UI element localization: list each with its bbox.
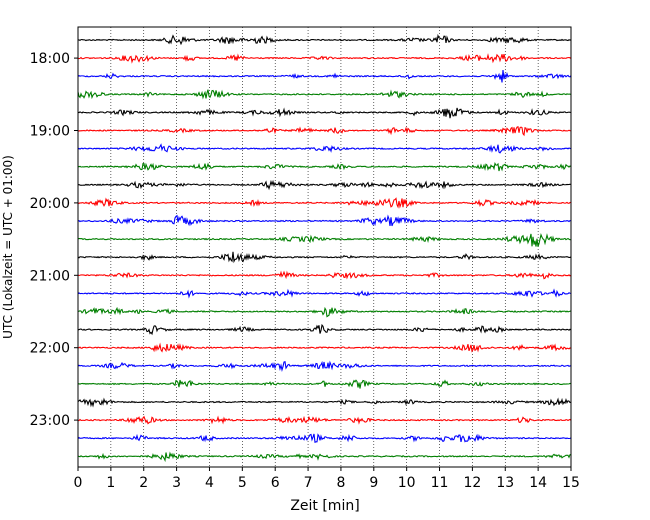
trace-2330 bbox=[77, 451, 572, 463]
x-axis-label: Zeit [min] bbox=[290, 498, 359, 514]
x-tick-label: 15 bbox=[562, 475, 580, 491]
trace-1930 bbox=[77, 162, 572, 172]
x-tick-label: 0 bbox=[74, 475, 83, 491]
x-tick-label: 9 bbox=[369, 475, 378, 491]
x-tick-label: 4 bbox=[205, 475, 214, 491]
y-tick-label: 22:00 bbox=[30, 341, 70, 357]
trace-2045 bbox=[77, 251, 572, 264]
trace-1800 bbox=[77, 53, 572, 64]
x-tick-label: 14 bbox=[529, 475, 547, 491]
y-axis: 18:00 19:00 20:00 21:00 22:00 23:00 bbox=[30, 51, 78, 429]
x-tick-label: 13 bbox=[496, 475, 514, 491]
x-tick-label: 7 bbox=[304, 475, 313, 491]
trace-2145 bbox=[77, 323, 572, 336]
x-tick-label: 10 bbox=[398, 475, 416, 491]
x-tick-label: 8 bbox=[336, 475, 345, 491]
y-tick-label: 23:00 bbox=[30, 413, 70, 429]
x-tick-label: 6 bbox=[271, 475, 280, 491]
x-tick-label: 11 bbox=[431, 475, 449, 491]
seismic-traces bbox=[77, 33, 572, 463]
trace-2230 bbox=[77, 379, 572, 389]
trace-2100 bbox=[77, 270, 572, 280]
trace-1845 bbox=[77, 107, 572, 119]
y-tick-label: 21:00 bbox=[30, 268, 70, 284]
y-axis-label: UTC (Lokalzeit = UTC + 01:00) bbox=[1, 155, 15, 339]
trace-2215 bbox=[77, 360, 572, 372]
x-tick-label: 12 bbox=[463, 475, 481, 491]
y-tick-label: 20:00 bbox=[30, 196, 70, 212]
x-tick-label: 3 bbox=[172, 475, 181, 491]
trace-2315 bbox=[77, 433, 572, 443]
trace-2015 bbox=[77, 214, 572, 227]
x-tick-label: 5 bbox=[238, 475, 247, 491]
trace-1815 bbox=[77, 69, 572, 83]
trace-2300 bbox=[77, 415, 572, 425]
plot-background bbox=[78, 27, 571, 467]
x-grid bbox=[110, 27, 539, 467]
y-tick-label: 18:00 bbox=[30, 51, 70, 67]
trace-1900 bbox=[77, 125, 572, 137]
trace-2130 bbox=[77, 306, 572, 318]
x-tick-label: 2 bbox=[139, 475, 148, 491]
trace-1830 bbox=[77, 89, 572, 100]
y-tick-label: 19:00 bbox=[30, 124, 70, 140]
trace-2245 bbox=[77, 397, 572, 408]
trace-2115 bbox=[77, 288, 572, 299]
trace-2200 bbox=[77, 342, 572, 353]
trace-1945 bbox=[77, 179, 572, 191]
x-tick-label: 1 bbox=[106, 475, 115, 491]
trace-1915 bbox=[77, 143, 572, 154]
plot-frame bbox=[77, 26, 572, 468]
trace-2000 bbox=[77, 197, 572, 209]
trace-1745 bbox=[77, 33, 572, 46]
trace-2030 bbox=[77, 233, 572, 247]
x-axis: 0 1 2 3 4 5 6 7 8 9 10 11 12 13 14 15 bbox=[74, 467, 580, 491]
